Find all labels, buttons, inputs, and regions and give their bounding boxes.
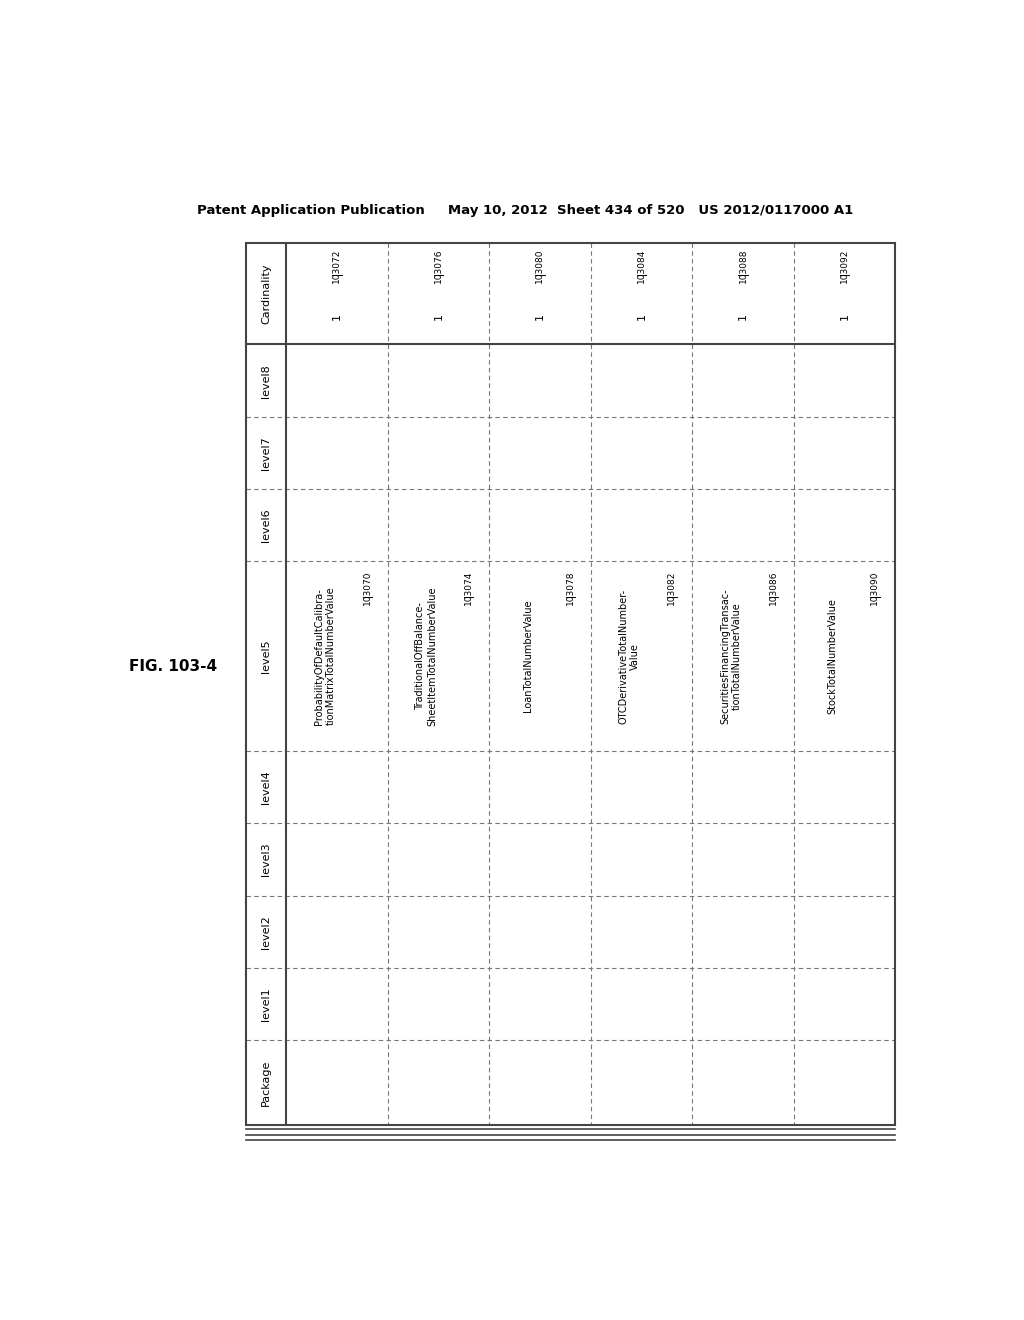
Text: level5: level5 xyxy=(261,639,271,673)
Text: level7: level7 xyxy=(261,436,271,470)
Text: 103070: 103070 xyxy=(362,570,372,605)
Text: SecuritiesFinancingTransac-
tionTotalNumberValue: SecuritiesFinancingTransac- tionTotalNum… xyxy=(720,589,741,723)
Bar xyxy=(246,243,895,1125)
Text: 103088: 103088 xyxy=(738,248,748,282)
Text: 103080: 103080 xyxy=(536,248,545,282)
Text: LoanTotalNumberValue: LoanTotalNumberValue xyxy=(522,599,532,713)
Text: ProbabilityOfDefaultCalibra-
tionMatrixTotalNumberValue: ProbabilityOfDefaultCalibra- tionMatrixT… xyxy=(314,587,336,726)
Text: 103086: 103086 xyxy=(769,570,778,605)
Text: 1: 1 xyxy=(433,313,443,319)
Text: 103090: 103090 xyxy=(870,570,880,605)
Text: level6: level6 xyxy=(261,508,271,543)
Text: 1: 1 xyxy=(637,313,646,319)
Text: level4: level4 xyxy=(261,770,271,804)
Text: Cardinality: Cardinality xyxy=(261,264,271,323)
Text: FIG. 103-4: FIG. 103-4 xyxy=(129,659,217,675)
Text: level1: level1 xyxy=(261,987,271,1020)
Text: 103092: 103092 xyxy=(840,248,849,282)
Text: 103084: 103084 xyxy=(637,248,646,282)
Text: 103078: 103078 xyxy=(566,570,574,605)
Text: level2: level2 xyxy=(261,915,271,949)
Text: 1: 1 xyxy=(738,313,748,319)
Text: 1: 1 xyxy=(332,313,342,319)
Text: level3: level3 xyxy=(261,842,271,876)
Text: 1: 1 xyxy=(535,313,545,319)
Text: Package: Package xyxy=(261,1059,271,1106)
Text: Patent Application Publication     May 10, 2012  Sheet 434 of 520   US 2012/0117: Patent Application Publication May 10, 2… xyxy=(197,205,853,218)
Text: 103074: 103074 xyxy=(464,570,473,605)
Text: StockTotalNumberValue: StockTotalNumberValue xyxy=(827,598,838,714)
Text: 103082: 103082 xyxy=(668,570,677,605)
Text: TraditionalOffBalance-
SheetItemTotalNumberValue: TraditionalOffBalance- SheetItemTotalNum… xyxy=(416,586,437,726)
Text: level8: level8 xyxy=(261,364,271,397)
Text: 103076: 103076 xyxy=(434,248,443,282)
Text: OTCDerivativeTotalNumber-
Value: OTCDerivativeTotalNumber- Value xyxy=(618,589,640,723)
Text: 103072: 103072 xyxy=(333,248,341,282)
Text: 1: 1 xyxy=(840,313,850,319)
